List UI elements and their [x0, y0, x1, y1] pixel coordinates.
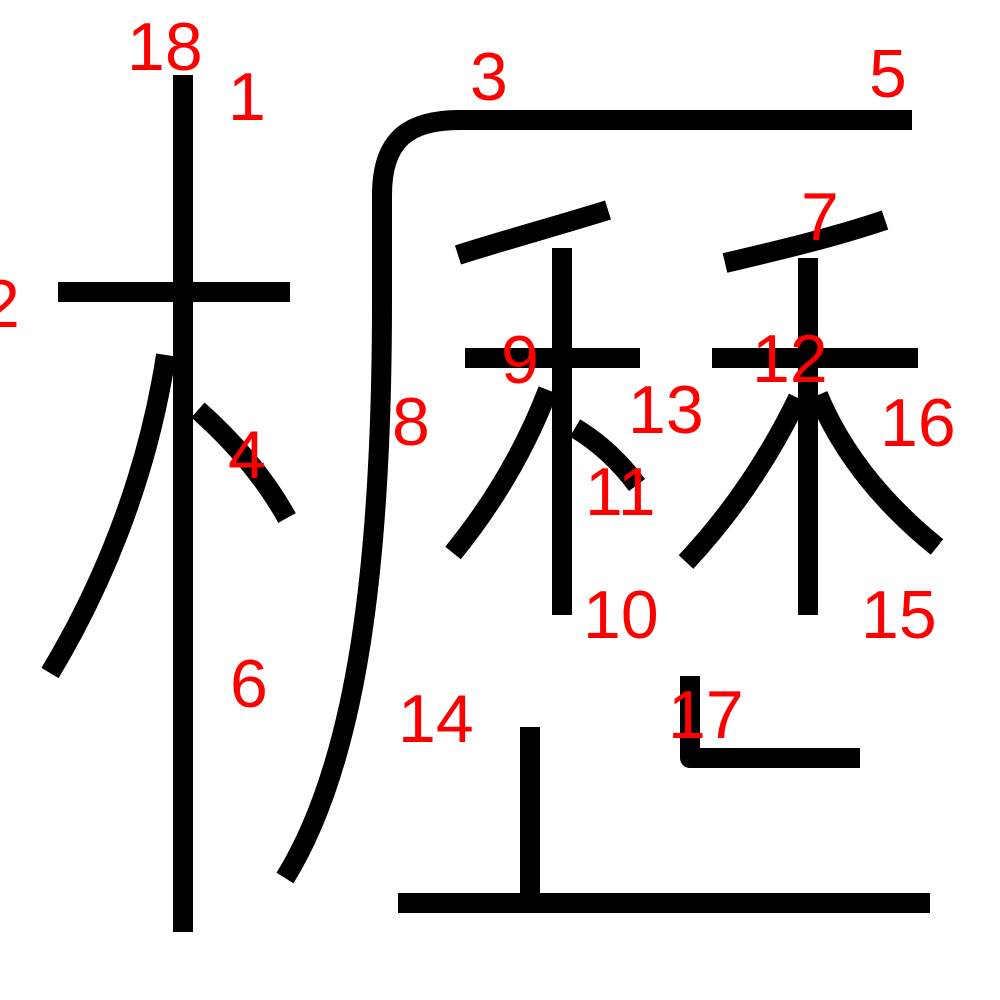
stroke-number-18: 18	[127, 9, 203, 85]
stroke-number-1: 1	[228, 59, 266, 135]
character-strokes	[41, 75, 944, 932]
stroke-number-13: 13	[628, 372, 704, 448]
stroke-number-12: 12	[752, 321, 828, 397]
stroke-number-6: 6	[230, 646, 268, 722]
stroke-stop-vertical-short	[680, 676, 860, 768]
stroke-grain2-right-falling	[808, 391, 944, 555]
stroke-number-8: 8	[392, 384, 430, 460]
stroke-number-16: 16	[880, 385, 956, 461]
stroke-number-17: 17	[668, 677, 744, 753]
stroke-grain1-left-falling	[445, 386, 558, 560]
stroke-number-labels: 1 2 3 4 5 6 7 8 9 10 11 12 13 14 15 16 1…	[0, 9, 956, 757]
stroke-number-10: 10	[583, 577, 659, 653]
stroke-grain1-top-falling	[454, 200, 611, 265]
stroke-number-11: 11	[585, 454, 656, 530]
stroke-grain1-dot	[569, 419, 646, 492]
stroke-dot-left	[191, 402, 296, 523]
stroke-number-7: 7	[801, 179, 839, 255]
stroke-number-2: 2	[0, 266, 20, 342]
stroke-number-4: 4	[228, 417, 266, 493]
stroke-number-3: 3	[470, 39, 508, 115]
stroke-number-9: 9	[501, 322, 539, 398]
stroke-number-14: 14	[398, 681, 474, 757]
stroke-left-falling-left	[41, 353, 176, 679]
stroke-number-15: 15	[861, 577, 937, 653]
stroke-enclosure-top	[372, 110, 912, 300]
stroke-number-5: 5	[869, 36, 907, 112]
stroke-grain2-top-falling	[722, 210, 889, 273]
stroke-grain2-left-falling	[678, 393, 808, 569]
stroke-enclosure-left-falling	[276, 299, 392, 884]
